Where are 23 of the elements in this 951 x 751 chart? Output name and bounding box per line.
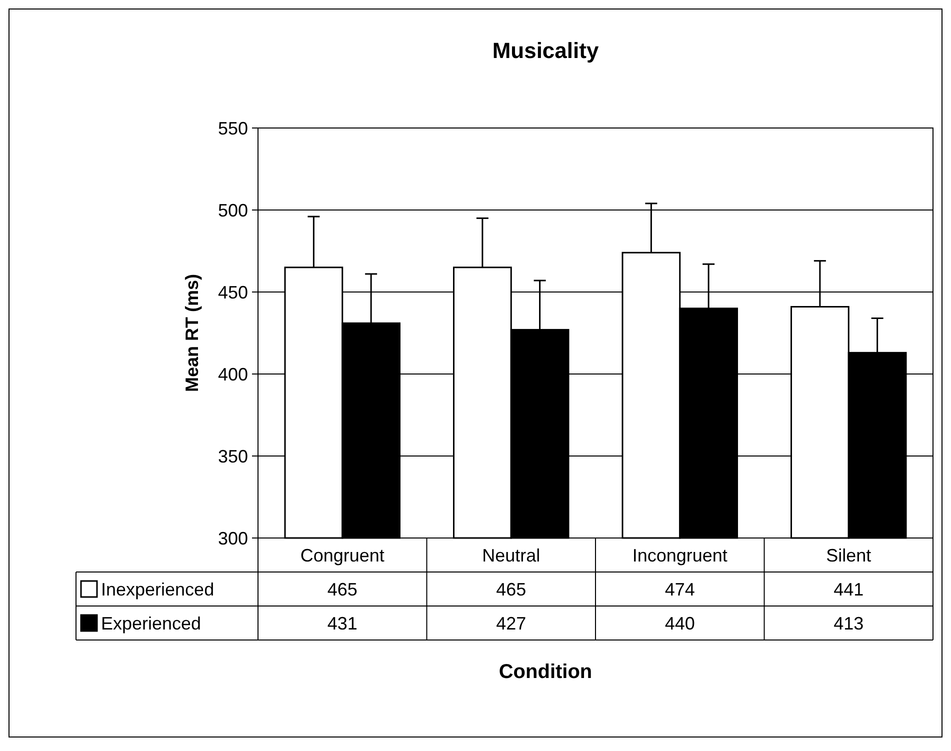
legend-label: Inexperienced (101, 579, 214, 600)
data-label: 431 (327, 613, 358, 634)
x-tick-label: Neutral (482, 545, 540, 566)
y-tick-label: 400 (218, 364, 248, 384)
y-tick-label: 500 (218, 200, 248, 220)
data-label: 440 (664, 613, 695, 634)
data-label: 465 (496, 579, 526, 600)
data-label: 427 (496, 613, 526, 634)
data-label: 413 (834, 613, 864, 634)
y-tick-label: 350 (218, 446, 248, 466)
data-label: 465 (327, 579, 358, 600)
x-tick-label: Silent (826, 545, 872, 566)
legend-label: Experienced (101, 613, 202, 634)
data-label: 474 (664, 579, 695, 600)
x-tick-label: Incongruent (632, 545, 728, 566)
y-axis-title: Mean RT (ms) (182, 274, 202, 392)
y-tick-label: 550 (218, 118, 248, 138)
y-tick-label: 300 (218, 528, 248, 548)
chart-title: Musicality (492, 38, 600, 63)
y-tick-label: 450 (218, 282, 248, 302)
x-axis-title: Condition (498, 661, 592, 683)
x-tick-label: Congruent (300, 545, 384, 566)
data-label: 441 (834, 579, 864, 600)
